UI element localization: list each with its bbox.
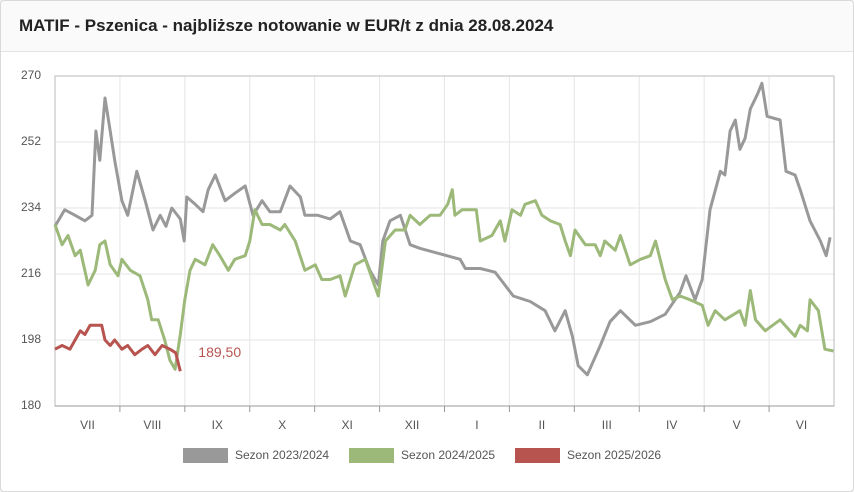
x-tick-label: I — [475, 418, 478, 432]
x-tick-label: XII — [405, 418, 420, 432]
series-line — [54, 323, 182, 372]
x-tick-label: III — [602, 418, 612, 432]
y-tick-label: 234 — [21, 200, 41, 214]
x-tick-label: X — [278, 418, 286, 432]
legend-swatch — [349, 448, 394, 463]
series-line — [53, 188, 834, 371]
annotation: 189,50 — [198, 344, 241, 360]
legend-label: Sezon 2023/2024 — [235, 448, 329, 462]
x-tick-label: XI — [341, 418, 352, 432]
x-tick-label: IX — [212, 418, 223, 432]
legend-swatch — [183, 448, 228, 463]
legend-label: Sezon 2024/2025 — [401, 448, 495, 462]
chart-title: MATIF - Pszenica - najbliższe notowanie … — [19, 16, 554, 35]
x-tick-label: V — [733, 418, 741, 432]
x-tick-label: II — [539, 418, 546, 432]
legend-label: Sezon 2025/2026 — [567, 448, 661, 462]
x-tick-label: VII — [80, 418, 95, 432]
y-tick-label: 270 — [21, 68, 41, 82]
x-tick-label: VIII — [143, 418, 161, 432]
y-tick-label: 180 — [21, 398, 41, 412]
legend-swatch — [515, 448, 560, 463]
y-tick-label: 252 — [21, 134, 41, 148]
x-tick-label: IV — [666, 418, 677, 432]
x-tick-label: VI — [796, 418, 807, 432]
y-tick-label: 216 — [21, 266, 41, 280]
card-header: MATIF - Pszenica - najbliższe notowanie … — [1, 1, 853, 52]
y-tick-label: 198 — [21, 332, 41, 346]
series-line — [53, 81, 832, 377]
